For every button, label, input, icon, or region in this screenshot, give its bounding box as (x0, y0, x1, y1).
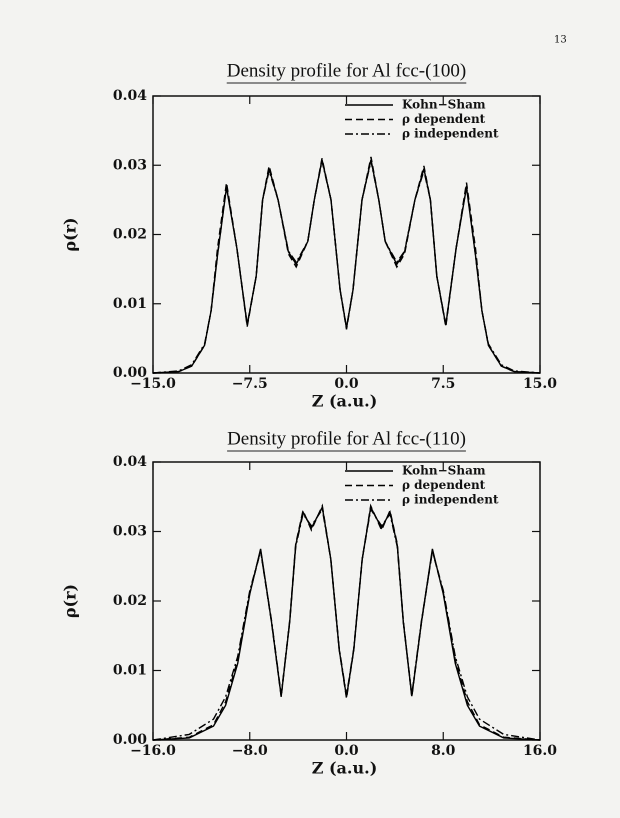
legend-label: Kohn−Sham (402, 464, 486, 478)
x-tick-label: 15.0 (523, 376, 557, 392)
y-tick-label: 0.03 (113, 524, 147, 540)
y-tick-label: 0.04 (113, 454, 147, 470)
chart-title: Density profile for Al fcc-(100) (227, 60, 467, 81)
x-tick-label: −15.0 (130, 376, 176, 392)
y-tick-label: 0.03 (113, 157, 147, 173)
legend-label: ρ independent (402, 493, 499, 507)
legend-label: Kohn−Sham (402, 98, 486, 112)
y-axis-label: ρ(r) (61, 584, 80, 618)
x-tick-label: 7.5 (431, 376, 455, 392)
legend-label: ρ dependent (402, 112, 486, 126)
x-tick-label: 16.0 (523, 743, 557, 759)
x-tick-label: 8.0 (431, 743, 456, 759)
y-tick-label: 0.01 (113, 296, 147, 312)
y-tick-label: 0.00 (113, 732, 147, 748)
legend-label: ρ dependent (402, 478, 486, 492)
y-tick-label: 0.02 (113, 593, 147, 609)
y-tick-label: 0.04 (113, 88, 147, 104)
x-axis-label: Z (a.u.) (312, 392, 378, 411)
y-axis-label: ρ(r) (61, 217, 80, 251)
series-line (152, 507, 541, 741)
y-tick-label: 0.00 (113, 365, 147, 381)
legend-label: ρ independent (402, 127, 499, 141)
series-line (152, 156, 541, 374)
chart-title: Density profile for Al fcc-(110) (227, 428, 466, 449)
y-tick-label: 0.02 (113, 227, 147, 243)
page-number: 13 (554, 35, 567, 46)
x-tick-label: −16.0 (130, 743, 176, 759)
x-tick-label: −8.0 (232, 743, 268, 759)
x-tick-label: 0.0 (334, 743, 359, 759)
y-tick-label: 0.01 (113, 663, 147, 679)
x-axis-label: Z (a.u.) (312, 759, 378, 778)
x-tick-label: −7.5 (232, 376, 268, 392)
x-tick-label: 0.0 (334, 376, 359, 392)
